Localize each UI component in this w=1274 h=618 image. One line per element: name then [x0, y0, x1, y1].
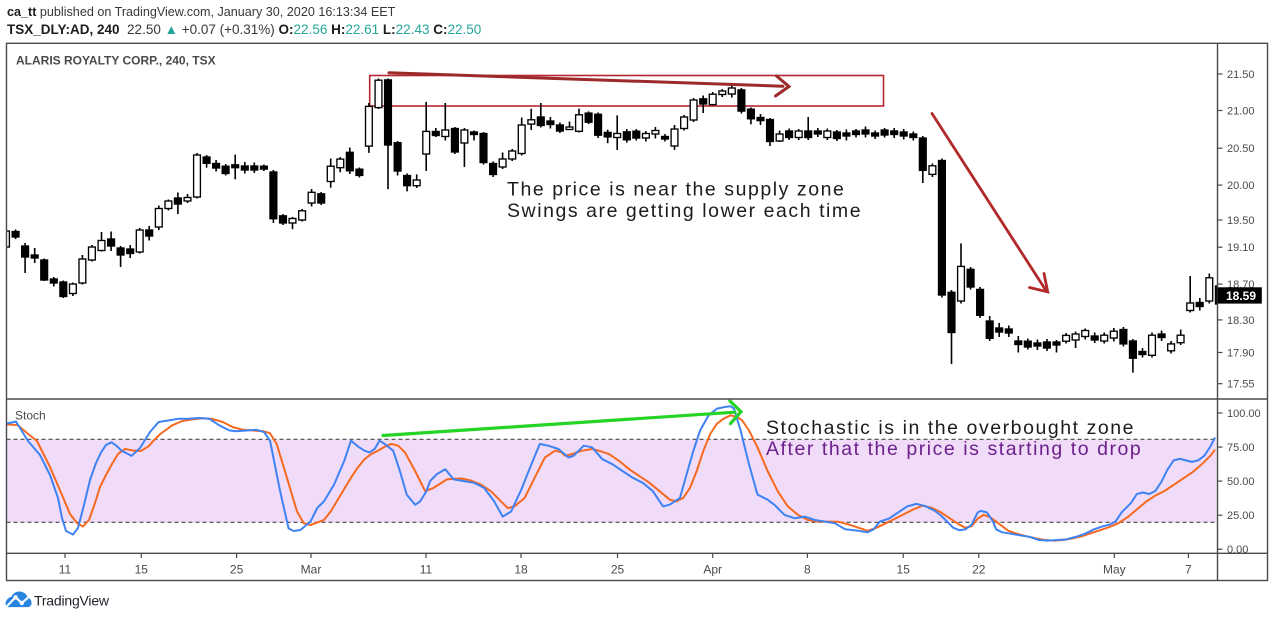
svg-text:TradingView: TradingView	[34, 593, 110, 609]
svg-text:20.00: 20.00	[1227, 180, 1255, 192]
svg-text:22: 22	[972, 563, 986, 577]
svg-text:17.55: 17.55	[1227, 379, 1255, 391]
svg-text:May: May	[1103, 563, 1126, 577]
svg-text:18.59: 18.59	[1226, 289, 1256, 303]
svg-text:100.00: 100.00	[1227, 408, 1261, 420]
svg-text:Stoch: Stoch	[15, 409, 46, 423]
svg-text:17.90: 17.90	[1227, 348, 1255, 360]
svg-text:19.10: 19.10	[1227, 242, 1255, 254]
svg-text:75.00: 75.00	[1227, 442, 1255, 454]
svg-text:Mar: Mar	[301, 563, 322, 577]
svg-text:Apr: Apr	[703, 563, 722, 577]
svg-text:25: 25	[611, 563, 625, 577]
svg-text:The price is near the supply z: The price is near the supply zone	[507, 179, 845, 201]
svg-text:Swings are getting lower each: Swings are getting lower each time	[507, 200, 862, 222]
svg-text:7: 7	[1185, 563, 1192, 577]
svg-text:11: 11	[420, 563, 433, 577]
svg-text:18: 18	[514, 563, 528, 577]
svg-text:8: 8	[804, 563, 811, 577]
svg-text:21.00: 21.00	[1227, 106, 1255, 118]
svg-text:25: 25	[230, 563, 244, 577]
svg-text:50.00: 50.00	[1227, 476, 1255, 488]
svg-text:15: 15	[897, 563, 911, 577]
svg-text:After that the price is starti: After that the price is starting to drop	[766, 438, 1142, 460]
svg-text:15: 15	[135, 563, 149, 577]
svg-text:20.50: 20.50	[1227, 143, 1255, 155]
svg-text:19.50: 19.50	[1227, 215, 1255, 227]
svg-text:18.30: 18.30	[1227, 315, 1255, 327]
svg-text:0.00: 0.00	[1227, 544, 1248, 556]
svg-text:Stochastic is in the overbough: Stochastic is in the overbought zone	[766, 417, 1135, 439]
svg-text:25.00: 25.00	[1227, 510, 1255, 522]
svg-text:ALARIS ROYALTY CORP., 240, TSX: ALARIS ROYALTY CORP., 240, TSX	[16, 54, 216, 68]
svg-text:11: 11	[59, 563, 72, 577]
svg-text:21.50: 21.50	[1227, 69, 1255, 81]
